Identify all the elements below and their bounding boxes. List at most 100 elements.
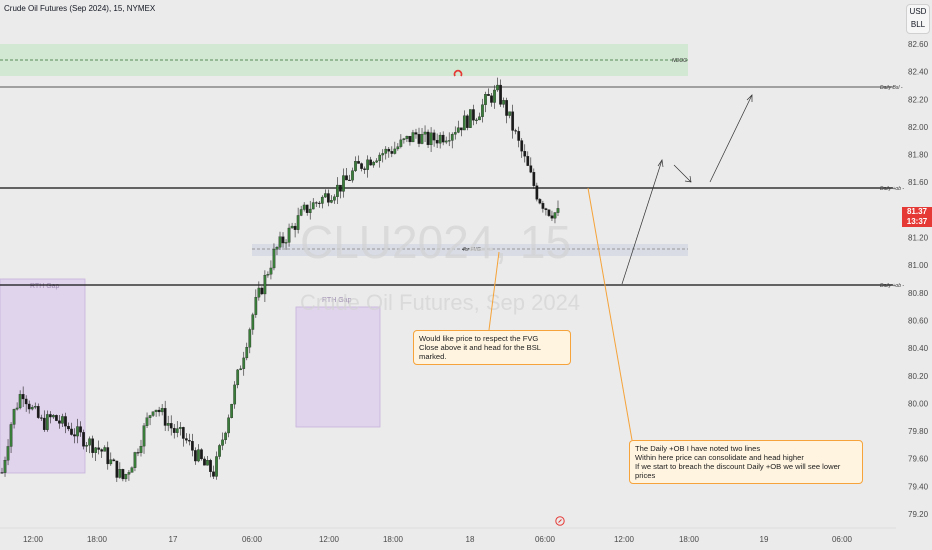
magnet-icon[interactable] (453, 69, 463, 77)
candle[interactable] (360, 163, 363, 169)
candle[interactable] (396, 146, 400, 150)
candle[interactable] (441, 134, 445, 143)
candle[interactable] (15, 407, 19, 410)
candle[interactable] (462, 115, 466, 131)
candle[interactable] (323, 193, 327, 198)
candle[interactable] (351, 170, 354, 181)
candle[interactable] (547, 209, 551, 216)
candle[interactable] (248, 329, 252, 348)
candle[interactable] (284, 242, 288, 244)
candle[interactable] (203, 458, 206, 466)
candle[interactable] (465, 115, 469, 128)
candle[interactable] (178, 427, 182, 429)
candle[interactable] (514, 130, 518, 132)
candle[interactable] (97, 447, 101, 450)
candle[interactable] (251, 314, 255, 330)
candle[interactable] (42, 417, 46, 430)
candle[interactable] (103, 447, 107, 452)
candle[interactable] (450, 134, 454, 141)
candle[interactable] (405, 135, 409, 139)
candle[interactable] (206, 460, 209, 466)
candle[interactable] (308, 208, 312, 213)
candle[interactable] (299, 209, 303, 216)
candle[interactable] (402, 138, 406, 141)
candle[interactable] (227, 417, 230, 434)
candle[interactable] (287, 227, 291, 243)
candle[interactable] (381, 153, 385, 156)
candle[interactable] (88, 438, 91, 446)
candle[interactable] (411, 132, 415, 143)
candle[interactable] (387, 148, 391, 152)
candle[interactable] (366, 159, 369, 170)
candle[interactable] (369, 159, 373, 166)
candle[interactable] (3, 460, 7, 473)
candle[interactable] (314, 202, 318, 204)
note-daily-ob[interactable]: The Daily +OB I have noted two lines Wit… (629, 440, 863, 484)
candle[interactable] (393, 148, 397, 154)
candle[interactable] (357, 161, 360, 164)
candle[interactable] (544, 208, 548, 210)
candle[interactable] (499, 84, 502, 105)
candle[interactable] (372, 161, 376, 166)
candle[interactable] (390, 151, 394, 154)
candle[interactable] (414, 132, 418, 135)
candle[interactable] (535, 185, 539, 200)
candle[interactable] (263, 274, 267, 295)
candle[interactable] (12, 409, 16, 425)
candle[interactable] (94, 447, 98, 453)
candle[interactable] (39, 417, 43, 419)
candle[interactable] (342, 175, 345, 192)
candle[interactable] (61, 416, 64, 424)
candle[interactable] (136, 452, 140, 454)
candle[interactable] (91, 438, 95, 453)
candle[interactable] (24, 398, 28, 405)
candle[interactable] (112, 459, 116, 462)
candle[interactable] (447, 140, 451, 142)
candle[interactable] (130, 467, 134, 473)
candle[interactable] (456, 127, 460, 133)
candle[interactable] (163, 408, 167, 426)
candle[interactable] (348, 179, 351, 181)
candle[interactable] (339, 184, 342, 192)
candle[interactable] (18, 394, 22, 409)
candle[interactable] (320, 196, 324, 204)
candle[interactable] (354, 161, 357, 171)
candle[interactable] (417, 134, 421, 144)
candle[interactable] (133, 452, 137, 468)
candle[interactable] (48, 414, 52, 418)
candle[interactable] (184, 438, 188, 441)
candle[interactable] (278, 236, 282, 248)
candle[interactable] (484, 94, 487, 105)
candle[interactable] (148, 415, 152, 418)
candle[interactable] (21, 394, 25, 400)
candle[interactable] (508, 111, 512, 116)
candle[interactable] (541, 203, 545, 209)
candle[interactable] (121, 469, 125, 480)
candle[interactable] (233, 384, 237, 405)
candle[interactable] (52, 415, 55, 418)
candle[interactable] (375, 160, 379, 163)
candle[interactable] (142, 425, 146, 447)
candle[interactable] (496, 84, 499, 91)
candle[interactable] (432, 132, 436, 141)
candle[interactable] (166, 423, 170, 426)
candle[interactable] (426, 131, 430, 146)
candle[interactable] (290, 225, 294, 229)
candle[interactable] (55, 415, 58, 421)
candle[interactable] (326, 193, 330, 203)
candle[interactable] (302, 204, 306, 210)
candle[interactable] (9, 424, 13, 447)
candle[interactable] (526, 156, 530, 166)
candle[interactable] (520, 140, 524, 152)
candle[interactable] (209, 460, 212, 472)
candle[interactable] (345, 175, 348, 181)
candle[interactable] (502, 100, 505, 105)
candle[interactable] (27, 403, 31, 410)
x-axis[interactable]: 12:00 18:00 17 06:00 12:00 18:00 18 06:00 12:00 1… (23, 535, 853, 544)
candle[interactable] (438, 134, 442, 144)
candle[interactable] (538, 199, 542, 204)
candle[interactable] (157, 409, 161, 413)
candle[interactable] (532, 172, 536, 186)
candle[interactable] (317, 202, 321, 204)
